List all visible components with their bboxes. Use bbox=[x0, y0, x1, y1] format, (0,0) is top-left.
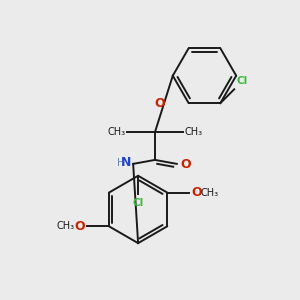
Text: CH₃: CH₃ bbox=[185, 127, 203, 137]
Text: Cl: Cl bbox=[133, 198, 144, 208]
Text: Cl: Cl bbox=[236, 76, 248, 86]
Text: O: O bbox=[74, 220, 85, 233]
Text: H: H bbox=[118, 158, 125, 168]
Text: O: O bbox=[181, 158, 191, 171]
Text: CH₃: CH₃ bbox=[107, 127, 125, 137]
Text: CH₃: CH₃ bbox=[201, 188, 219, 198]
Text: O: O bbox=[154, 98, 165, 110]
Text: N: N bbox=[121, 156, 131, 170]
Text: CH₃: CH₃ bbox=[56, 221, 74, 231]
Text: O: O bbox=[191, 186, 202, 199]
